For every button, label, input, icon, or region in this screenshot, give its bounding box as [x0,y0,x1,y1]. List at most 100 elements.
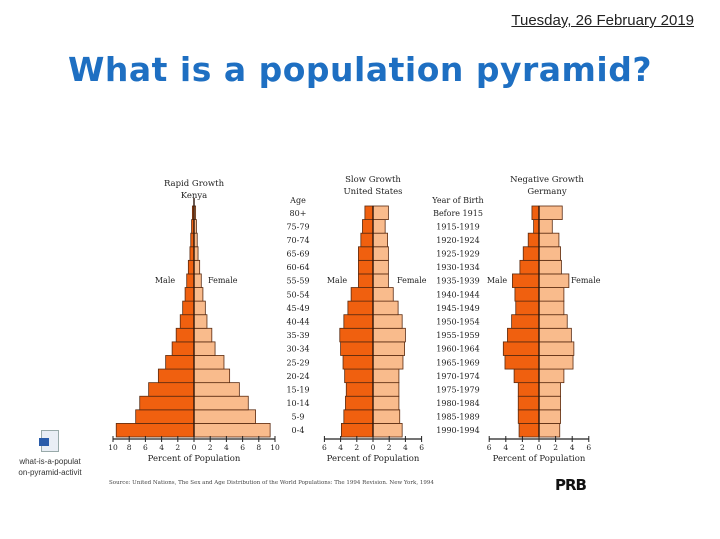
male-bar-40-44 [179,314,195,329]
birth-year-label: Before 1915 [433,209,483,218]
x-tick-label: 4 [570,443,575,452]
age-header: Age [289,196,306,205]
female-bar-0-4 [193,423,271,438]
x-tick-label: 6 [240,443,245,452]
female-bar-1970-1974 [538,368,565,384]
chart-title: Negative Growth [510,175,584,185]
x-tick-label: 6 [487,443,492,452]
age-label: 35-39 [286,331,309,340]
prb-logo: PRB [555,476,587,494]
x-tick-label: 4 [224,443,229,452]
x-tick-label: 10 [108,443,118,452]
birth-year-label: 1990-1994 [436,426,479,435]
female-bar-10-14 [372,395,400,411]
female-bar-1930-1934 [538,259,562,275]
female-bar-1975-1979 [538,382,561,397]
male-bar-15-19 [345,382,374,397]
female-bar-35-39 [193,327,213,343]
age-label: 70-74 [286,236,309,245]
male-label: Male [327,276,348,285]
x-axis-label: Percent of Population [493,454,586,464]
male-bar-25-29 [342,355,374,370]
female-bar-1915-1919 [538,219,553,234]
x-tick-label: 0 [371,443,376,452]
female-bar-15-19 [372,382,400,397]
male-bar-1945-1949 [515,300,540,316]
x-tick-label: 4 [338,443,343,452]
female-bar-1940-1944 [538,287,565,302]
male-bar-1980-1984 [517,395,540,411]
female-bar-35-39 [372,327,406,343]
male-bar-40-44 [343,314,374,329]
file-attachment[interactable]: what-is-a-populat on-pyramid-activit [6,430,94,478]
female-bar-20-24 [193,368,231,384]
male-bar-65-69 [358,246,374,261]
x-tick-label: 6 [143,443,148,452]
chart-subtitle: Germany [527,187,566,197]
male-bar-10-14 [345,395,374,411]
female-bar-20-24 [372,368,400,384]
male-bar-50-54 [350,287,374,302]
male-bar-45-49 [182,300,195,316]
female-bar-40-44 [372,314,403,329]
male-bar-1920-1924 [527,232,540,248]
female-bar-0-4 [372,423,403,438]
age-label: 25-29 [286,358,309,367]
female-bar-Before 1915 [538,205,563,220]
chart-subtitle: Kenya [181,191,208,201]
female-label: Female [208,276,238,285]
x-tick-label: 10 [270,443,280,452]
x-axis-label: Percent of Population [327,454,420,464]
birth-year-label: 1940-1944 [436,290,479,299]
male-bar-25-29 [165,355,195,370]
male-label: Male [487,276,508,285]
x-tick-label: 4 [159,443,164,452]
x-tick-label: 4 [403,443,408,452]
male-bar-55-59 [186,273,195,288]
male-label: Male [155,276,176,285]
male-bar-75-79 [362,219,374,234]
female-bar-25-29 [372,355,404,370]
male-bar-1965-1969 [504,355,540,370]
x-tick-label: 2 [520,443,525,452]
female-bar-70-74 [372,232,388,248]
x-tick-label: 6 [419,443,424,452]
x-tick-label: 6 [586,443,591,452]
age-label: 80+ [290,209,307,218]
birth-year-header: Year of Birth [431,196,483,205]
female-bar-1955-1959 [538,327,572,343]
birth-year-label: 1925-1929 [436,250,479,259]
male-bar-50-54 [184,287,195,302]
slide-date: Tuesday, 26 February 2019 [511,12,694,29]
male-bar-55-59 [358,273,374,288]
file-name-line2: on-pyramid-activit [18,468,82,477]
male-bar-70-74 [360,232,374,248]
male-bar-1915-1919 [533,219,540,234]
female-bar-25-29 [193,355,225,370]
male-bar-35-39 [175,327,195,343]
male-bar-1970-1974 [513,368,540,384]
male-bar-1930-1934 [519,259,540,275]
birth-year-label: 1935-1939 [436,277,479,286]
file-name-line1: what-is-a-populat [19,457,81,466]
female-bar-1980-1984 [538,395,561,411]
female-bar-15-19 [193,382,240,397]
female-bar-1920-1924 [538,232,560,248]
female-bar-1990-1994 [538,423,561,438]
age-label: 50-54 [286,290,309,299]
male-bar-1985-1989 [517,409,540,424]
male-bar-1975-1979 [517,382,540,397]
female-bar-1985-1989 [538,409,561,424]
male-bar-1960-1964 [502,341,540,356]
age-label: 75-79 [286,222,309,231]
male-bar-0-4 [115,423,195,438]
word-document-icon[interactable] [39,430,59,452]
female-bar-1925-1929 [538,246,561,261]
male-bar-Before 1915 [531,205,540,220]
female-bar-45-49 [193,300,206,316]
x-tick-label: 0 [537,443,542,452]
x-tick-label: 2 [175,443,180,452]
male-bar-20-24 [157,368,195,384]
female-bar-45-49 [372,300,399,316]
female-bar-10-14 [193,395,249,411]
